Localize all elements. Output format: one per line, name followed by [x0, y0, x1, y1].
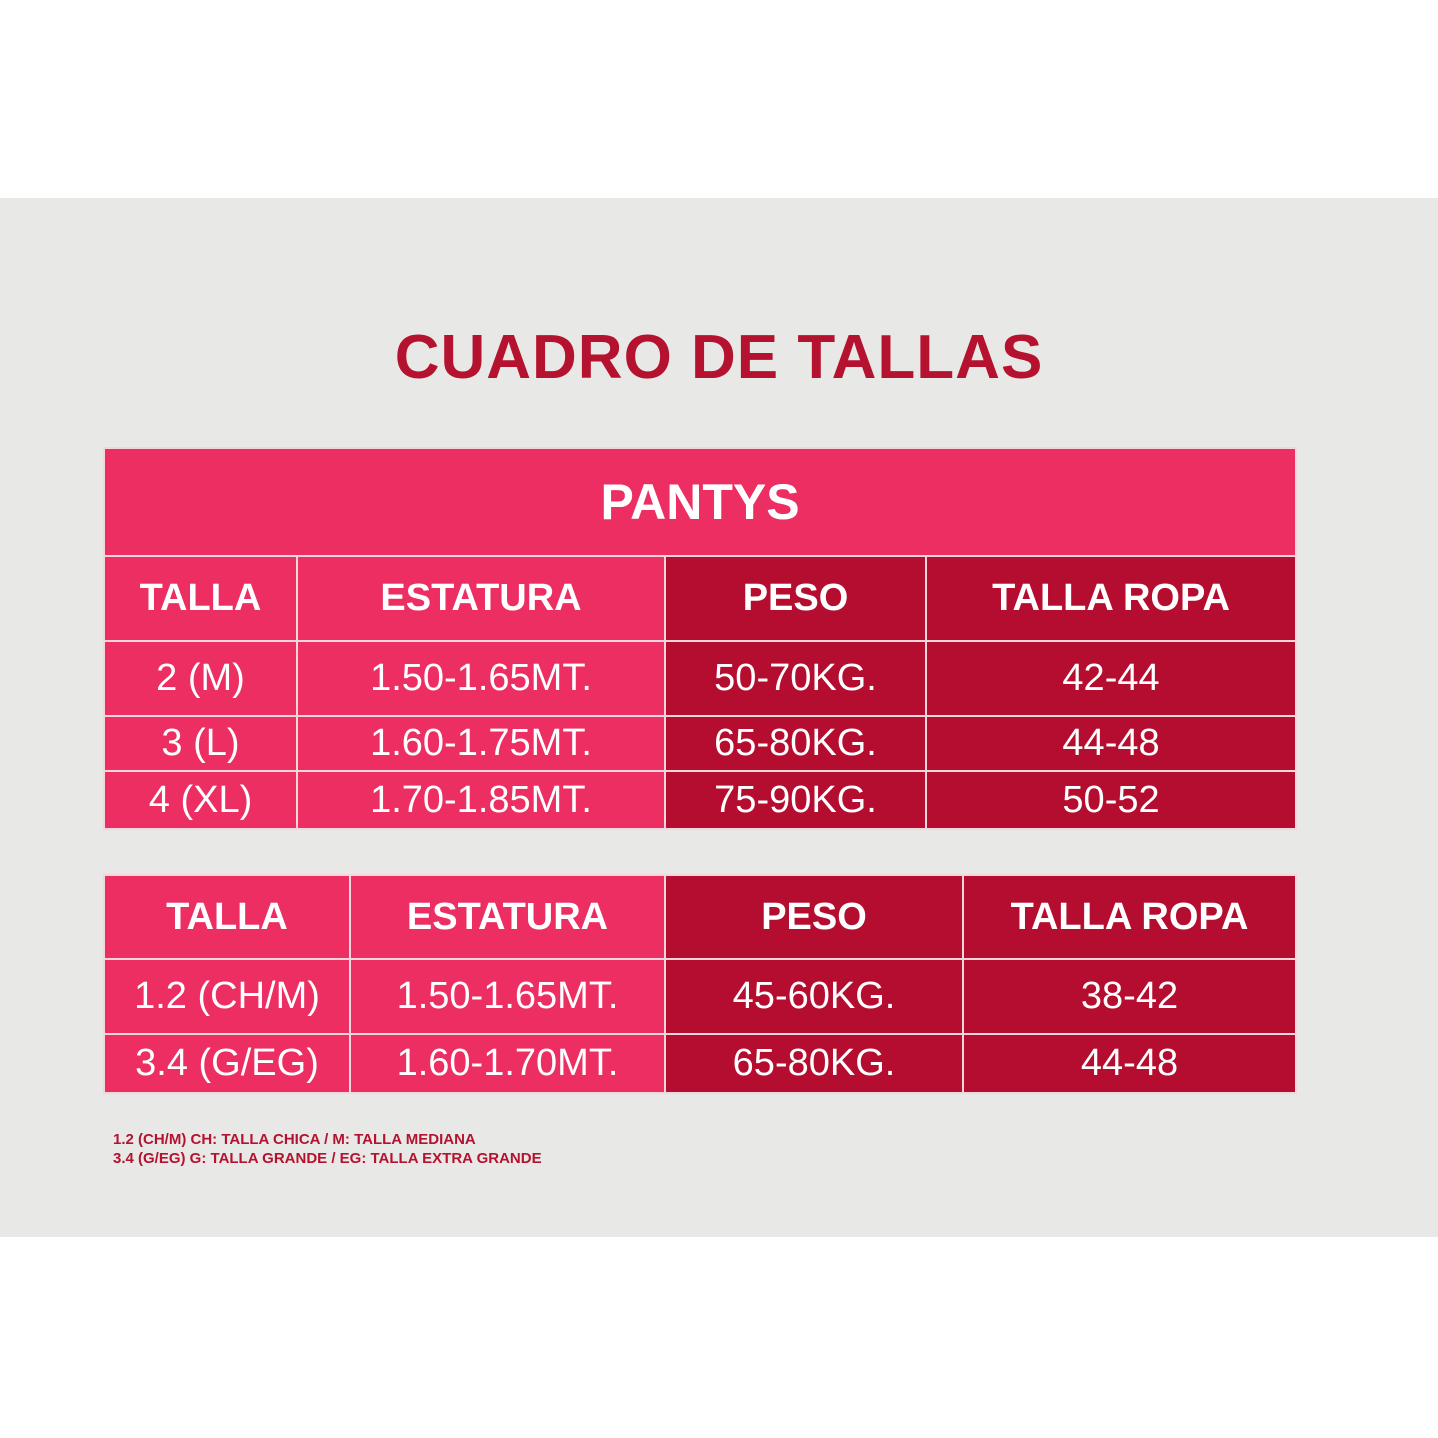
- header-talla: TALLA: [103, 874, 351, 960]
- cell-peso: 65-80KG.: [664, 715, 927, 772]
- cell-estatura: 1.50-1.65MT.: [296, 640, 666, 717]
- cell-estatura: 1.60-1.70MT.: [349, 1033, 666, 1094]
- table-row: 4 (XL) 1.70-1.85MT. 75-90KG. 50-52: [103, 770, 1298, 830]
- cell-talla: 2 (M): [103, 640, 298, 717]
- cell-estatura: 1.60-1.75MT.: [296, 715, 666, 772]
- cell-talla-ropa: 42-44: [924, 640, 1298, 717]
- footnotes: 1.2 (CH/M) CH: TALLA CHICA / M: TALLA ME…: [113, 1130, 542, 1168]
- footnote: 3.4 (G/EG) G: TALLA GRANDE / EG: TALLA E…: [113, 1150, 542, 1167]
- header-talla: TALLA: [103, 555, 298, 642]
- cell-peso: 50-70KG.: [664, 640, 927, 717]
- cell-talla: 3.4 (G/EG): [103, 1033, 351, 1094]
- header-peso: PESO: [664, 555, 927, 642]
- header-peso: PESO: [664, 874, 964, 960]
- header-talla-ropa: TALLA ROPA: [962, 874, 1297, 960]
- cell-peso: 75-90KG.: [664, 770, 927, 830]
- table-row: 2 (M) 1.50-1.65MT. 50-70KG. 42-44: [103, 640, 1298, 717]
- cell-estatura: 1.70-1.85MT.: [296, 770, 666, 830]
- cell-talla: 1.2 (CH/M): [103, 958, 351, 1035]
- cell-peso: 45-60KG.: [664, 958, 964, 1035]
- table-row: 1.2 (CH/M) 1.50-1.65MT. 45-60KG. 38-42: [103, 958, 1297, 1035]
- cell-estatura: 1.50-1.65MT.: [349, 958, 666, 1035]
- footnote: 1.2 (CH/M) CH: TALLA CHICA / M: TALLA ME…: [113, 1131, 476, 1148]
- cell-talla-ropa: 44-48: [962, 1033, 1297, 1094]
- pantys-size-table: PANTYS TALLA ESTATURA PESO TALLA ROPA 2 …: [102, 447, 1298, 830]
- header-estatura: ESTATURA: [349, 874, 666, 960]
- cell-peso: 65-80KG.: [664, 1033, 964, 1094]
- page-title: CUADRO DE TALLAS: [394, 323, 1044, 392]
- table-row: 3.4 (G/EG) 1.60-1.70MT. 65-80KG. 44-48: [103, 1033, 1297, 1094]
- header-talla-ropa: TALLA ROPA: [924, 555, 1298, 642]
- cell-talla-ropa: 38-42: [962, 958, 1297, 1035]
- table-row: 3 (L) 1.60-1.75MT. 65-80KG. 44-48: [103, 715, 1298, 772]
- second-size-table: TALLA ESTATURA PESO TALLA ROPA 1.2 (CH/M…: [103, 874, 1297, 1094]
- cell-talla-ropa: 44-48: [924, 715, 1298, 772]
- cell-talla-ropa: 50-52: [924, 770, 1298, 830]
- header-estatura: ESTATURA: [296, 555, 666, 642]
- table-caption: PANTYS: [102, 447, 1298, 557]
- cell-talla: 4 (XL): [103, 770, 298, 830]
- cell-talla: 3 (L): [103, 715, 298, 772]
